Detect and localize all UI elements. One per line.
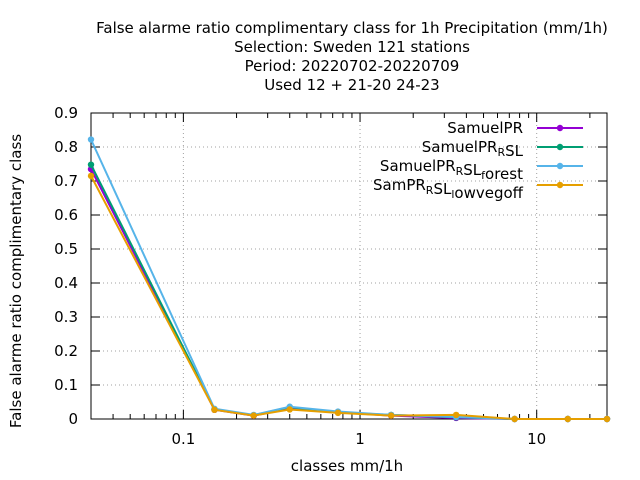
data-point: [387, 412, 395, 419]
y-tick-label: 0.9: [54, 104, 78, 122]
y-tick-label: 0.3: [54, 308, 78, 326]
plot-frame: [90, 112, 608, 420]
chart-title-line-3: Period: 20220702-20220709: [245, 57, 460, 75]
legend-label-subscript: l: [451, 188, 454, 201]
legend-entry: SamPRRSLlowvegoff: [373, 176, 583, 202]
plot-series: [87, 136, 611, 423]
y-axis-label: False alarme ratio complimentary class: [7, 134, 25, 428]
series-SamuelPR: [87, 165, 611, 423]
legend-entry: SamuelPRRSL: [422, 138, 583, 160]
series-SamuelPR_RSL_forest: [87, 136, 611, 423]
grid: [91, 113, 607, 419]
axes: 0 0.1 0.2 0.3 0.4 0.5 0.6 0.7 0.8 0.9 0.1 1 10: [54, 104, 608, 448]
series-line: [90, 175, 607, 420]
y-tick-label: 0.1: [54, 376, 78, 394]
y-tick-label: 0.6: [54, 206, 78, 224]
legend-swatch-marker: [556, 181, 564, 189]
series-line: [90, 164, 607, 420]
x-tick-label: 1: [355, 430, 365, 448]
y-tick-label: 0.8: [54, 138, 78, 156]
series-line: [90, 168, 607, 420]
legend-label-text: SamPR: [373, 176, 426, 194]
legend-label-text: SL: [433, 180, 452, 198]
chart-title: False alarme ratio complimentary class f…: [96, 19, 608, 94]
legend-label: SamuelPR: [447, 119, 523, 137]
data-point: [511, 415, 518, 423]
chart-title-line-1: False alarme ratio complimentary class f…: [96, 19, 608, 37]
legend-label-text: SL: [463, 161, 482, 179]
data-point: [603, 415, 611, 423]
y-tick-label: 0: [68, 410, 78, 428]
legend-label-text: SamuelPR: [380, 157, 456, 175]
series-line: [90, 139, 607, 420]
legend-label-text: owvegoff: [454, 184, 523, 202]
data-point: [334, 409, 342, 417]
chart-title-line-2: Selection: Sweden 121 stations: [234, 38, 470, 56]
legend-label-subscript: R: [456, 165, 464, 178]
data-point: [564, 415, 572, 423]
legend-label-subscript: f: [481, 169, 486, 182]
legend-label-text: SamuelPR: [422, 138, 498, 156]
legend: SamuelPRSamuelPRRSLSamuelPRRSLforestSamP…: [373, 119, 583, 202]
y-tick-label: 0.4: [54, 274, 78, 292]
legend-label-text: SL: [505, 142, 524, 160]
x-tick-label: 0.1: [171, 430, 195, 448]
data-point: [250, 412, 257, 419]
legend-swatch-marker: [556, 124, 564, 132]
data-point: [286, 406, 293, 413]
y-tick-label: 0.7: [54, 172, 78, 190]
legend-label-text: SamuelPR: [447, 119, 523, 137]
chart-title-line-4: Used 12 + 21-20 24-23: [264, 76, 439, 94]
legend-label: SamuelPRRSL: [422, 138, 524, 160]
x-tick-label: 10: [527, 430, 546, 448]
data-point: [211, 406, 218, 414]
legend-label-subscript: R: [426, 184, 434, 197]
legend-label-text: orest: [485, 165, 523, 183]
y-tick-label: 0.5: [54, 240, 78, 258]
legend-label-subscript: R: [497, 146, 505, 159]
legend-label: SamPRRSLlowvegoff: [373, 176, 524, 202]
x-axis-label: classes mm/1h: [291, 457, 403, 475]
data-point: [87, 172, 95, 180]
series-SamPR_RSL_lowvegoff: [87, 172, 611, 423]
legend-label: SamuelPRRSLforest: [380, 157, 523, 183]
legend-entry: SamuelPR: [447, 119, 583, 137]
data-point: [452, 411, 460, 419]
legend-swatch-marker: [556, 162, 564, 170]
data-point: [87, 136, 95, 143]
legend-entry: SamuelPRRSLforest: [380, 157, 583, 183]
y-tick-label: 0.2: [54, 342, 78, 360]
data-point: [87, 161, 95, 168]
series-SamuelPR_RSL: [87, 161, 611, 423]
legend-swatch-marker: [556, 143, 564, 151]
